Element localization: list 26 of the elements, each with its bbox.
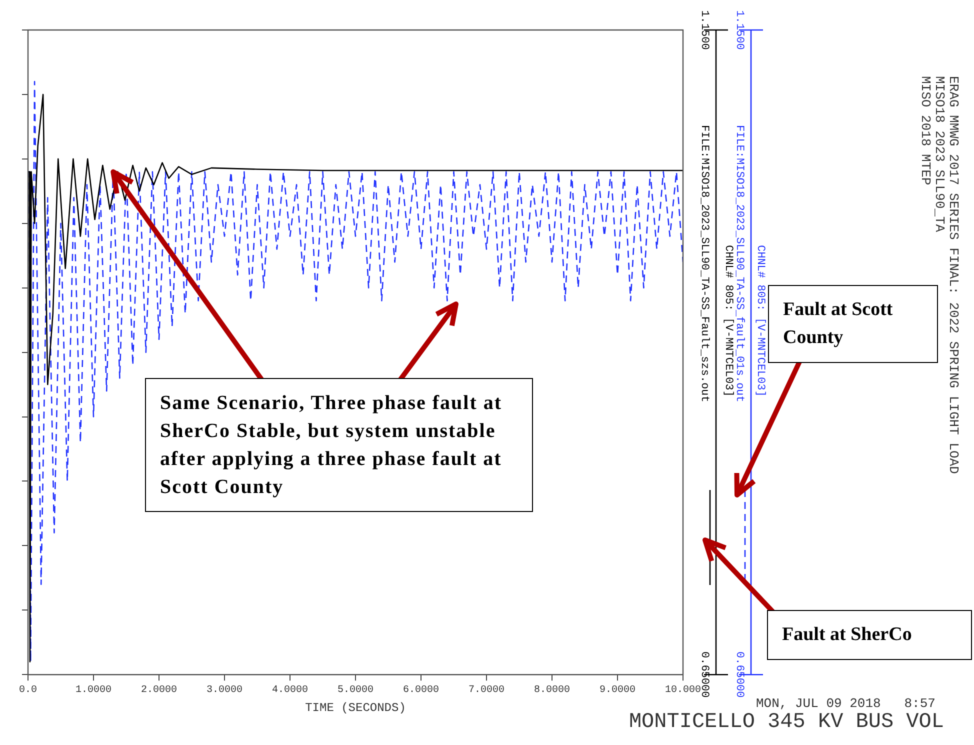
text: Fault at SherCo — [767, 610, 972, 660]
x-tick-label: 1.0000 — [75, 685, 112, 696]
x-axis-title: TIME (SECONDS) — [305, 700, 406, 715]
text: MON, JUL 09 2018 8:57 — [756, 696, 936, 711]
text: FILE:MISO18_2023_SLL90_TA-SS_Fault_szs.out — [698, 125, 710, 402]
x-tick-label: 8.0000 — [534, 685, 570, 696]
text: 1.1500 — [733, 10, 746, 50]
text: FILE:MISO18_2023_SLL90_TA-SS_fault_01s.out — [733, 125, 746, 402]
x-tick-label: 2.0000 — [140, 685, 178, 696]
text: 0.65000 — [733, 651, 746, 698]
text: MISO18 2023 SLL90_TA — [932, 76, 947, 232]
text: Fault at Scott County — [768, 285, 938, 363]
x-tick-label: 3.0000 — [206, 685, 243, 696]
x-tick-label: 10.000 — [664, 685, 702, 696]
x-tick-label: 6.0000 — [402, 685, 440, 696]
annotation: Same Scenario, Three phase fault at SherCo Stable, but system unstable after applying a three phase fault at Scott County — [145, 378, 533, 512]
text: CHNL# 805: [V-MNTCEL03] — [754, 245, 766, 397]
x-tick-label: 5.0000 — [337, 685, 374, 696]
text: CHNL# 805: [V-MNTCEL03] — [722, 245, 734, 397]
text: MISO 2018 MTEP — [918, 76, 933, 186]
text: MONTICELLO 345 KV BUS VOL — [628, 711, 944, 734]
x-tick-label: 0.0 — [18, 685, 38, 696]
x-tick-label: 4.0000 — [272, 685, 308, 696]
x-tick-label: 7.0000 — [468, 685, 505, 696]
text: ERAG MMWG 2017 SERIES FINAL: 2022 SPRING LIGHT LOAD — [946, 76, 961, 474]
x-tick-label: 9.0000 — [599, 685, 636, 696]
